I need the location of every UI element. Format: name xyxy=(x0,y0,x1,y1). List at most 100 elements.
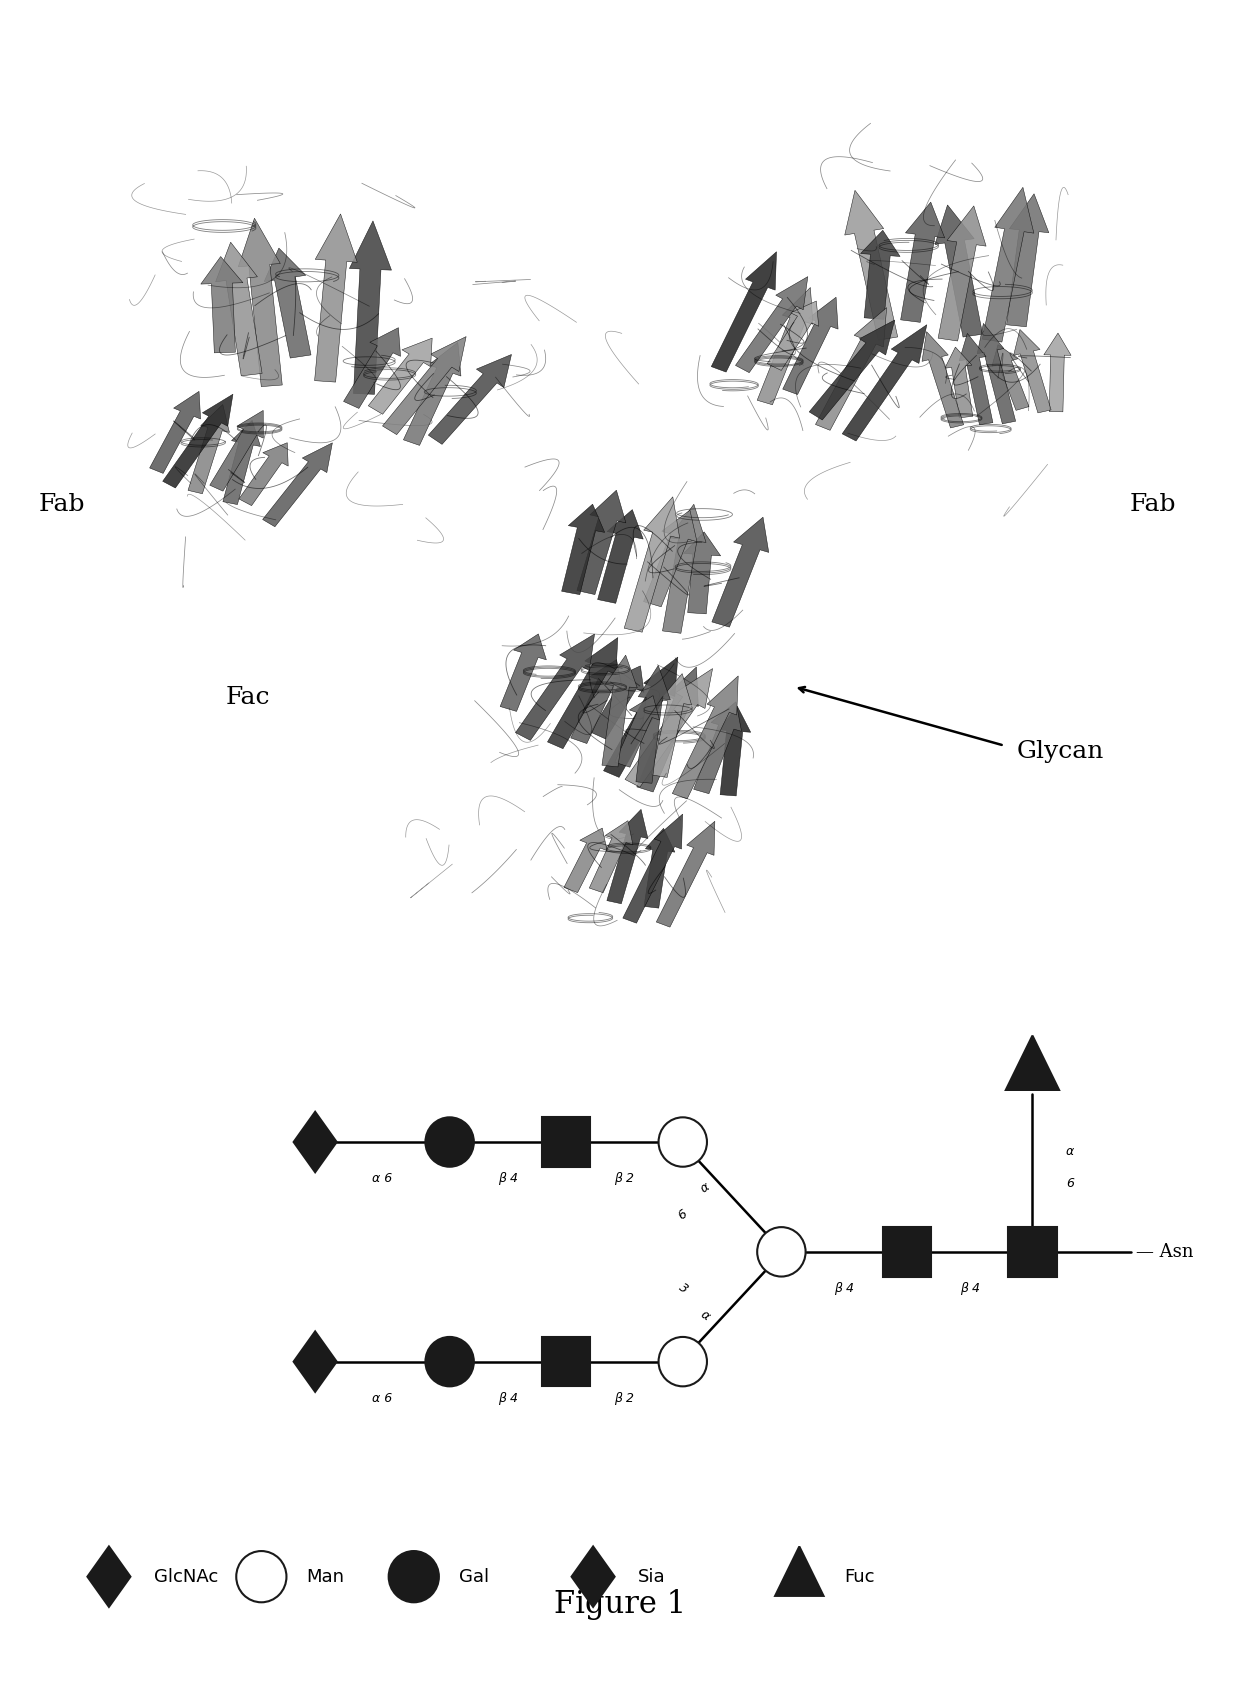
Polygon shape xyxy=(403,342,461,446)
Circle shape xyxy=(658,1337,707,1386)
Polygon shape xyxy=(210,410,263,490)
Polygon shape xyxy=(1044,334,1071,412)
Polygon shape xyxy=(712,252,776,371)
Text: Fab: Fab xyxy=(1130,492,1177,516)
Polygon shape xyxy=(939,206,986,341)
Text: Gal: Gal xyxy=(459,1568,489,1585)
Polygon shape xyxy=(768,301,818,371)
Circle shape xyxy=(425,1337,474,1386)
Circle shape xyxy=(425,1117,474,1167)
Polygon shape xyxy=(294,1332,337,1391)
Text: 3: 3 xyxy=(676,1281,689,1296)
Polygon shape xyxy=(625,669,713,787)
Text: β 4: β 4 xyxy=(835,1282,854,1294)
Polygon shape xyxy=(223,421,260,504)
Polygon shape xyxy=(606,809,649,904)
Text: Fac: Fac xyxy=(226,686,270,708)
Polygon shape xyxy=(636,666,671,783)
Circle shape xyxy=(388,1551,439,1603)
Polygon shape xyxy=(216,242,262,376)
Bar xyxy=(542,1337,590,1386)
Circle shape xyxy=(658,1117,707,1167)
Polygon shape xyxy=(844,191,898,341)
Bar xyxy=(542,1117,590,1167)
Polygon shape xyxy=(644,511,697,606)
Polygon shape xyxy=(516,634,594,741)
Text: — Asn: — Asn xyxy=(1136,1243,1193,1260)
Circle shape xyxy=(758,1228,806,1277)
Polygon shape xyxy=(343,327,401,409)
Polygon shape xyxy=(589,821,632,892)
Polygon shape xyxy=(572,1546,615,1608)
Polygon shape xyxy=(201,257,243,353)
Circle shape xyxy=(237,1551,286,1603)
Polygon shape xyxy=(992,344,1029,410)
Text: α: α xyxy=(698,1308,712,1323)
Polygon shape xyxy=(562,504,605,594)
Polygon shape xyxy=(500,634,547,712)
Polygon shape xyxy=(810,320,894,421)
Text: Figure 1: Figure 1 xyxy=(554,1589,686,1620)
Text: 6: 6 xyxy=(1066,1177,1074,1190)
Text: Sia: Sia xyxy=(637,1568,666,1585)
Polygon shape xyxy=(900,203,945,322)
Polygon shape xyxy=(775,1546,823,1596)
Polygon shape xyxy=(782,298,838,395)
Text: Man: Man xyxy=(306,1568,345,1585)
Polygon shape xyxy=(977,324,1016,424)
Text: α: α xyxy=(698,1180,712,1196)
Polygon shape xyxy=(368,339,433,414)
Polygon shape xyxy=(656,821,714,926)
Text: GlcNAc: GlcNAc xyxy=(154,1568,218,1585)
Text: α 6: α 6 xyxy=(372,1172,393,1185)
Polygon shape xyxy=(683,531,720,613)
Polygon shape xyxy=(604,657,678,777)
Polygon shape xyxy=(842,325,926,441)
Polygon shape xyxy=(923,332,963,427)
Polygon shape xyxy=(239,443,288,506)
Polygon shape xyxy=(264,249,311,358)
Polygon shape xyxy=(87,1546,130,1608)
Bar xyxy=(1008,1228,1056,1277)
Polygon shape xyxy=(570,659,622,744)
Polygon shape xyxy=(150,392,201,473)
Polygon shape xyxy=(960,334,993,424)
Polygon shape xyxy=(601,656,637,766)
Polygon shape xyxy=(982,187,1034,342)
Polygon shape xyxy=(693,702,742,794)
Polygon shape xyxy=(1007,194,1049,327)
Polygon shape xyxy=(263,443,332,526)
Polygon shape xyxy=(382,337,466,434)
Text: Fuc: Fuc xyxy=(844,1568,874,1585)
Polygon shape xyxy=(1013,329,1052,412)
Polygon shape xyxy=(758,288,813,405)
Polygon shape xyxy=(719,707,750,795)
Polygon shape xyxy=(294,1112,337,1172)
Polygon shape xyxy=(712,518,769,627)
Polygon shape xyxy=(428,354,511,444)
Text: α 6: α 6 xyxy=(372,1391,393,1405)
Polygon shape xyxy=(816,308,887,431)
Polygon shape xyxy=(598,509,644,603)
Polygon shape xyxy=(315,215,357,381)
Text: Fab: Fab xyxy=(38,492,86,516)
Polygon shape xyxy=(945,347,972,417)
Polygon shape xyxy=(672,676,738,799)
Text: 6: 6 xyxy=(676,1207,689,1223)
Polygon shape xyxy=(577,490,626,594)
Polygon shape xyxy=(622,814,683,923)
Polygon shape xyxy=(548,637,618,749)
Text: Glycan: Glycan xyxy=(1017,739,1104,763)
Polygon shape xyxy=(238,218,283,387)
Polygon shape xyxy=(624,497,680,632)
Polygon shape xyxy=(735,276,807,373)
Polygon shape xyxy=(651,674,692,778)
Polygon shape xyxy=(644,828,675,908)
Text: β 4: β 4 xyxy=(498,1391,518,1405)
Polygon shape xyxy=(662,504,706,634)
Polygon shape xyxy=(861,230,900,318)
Text: β 2: β 2 xyxy=(615,1172,635,1185)
Polygon shape xyxy=(350,221,392,395)
Bar xyxy=(883,1228,931,1277)
Polygon shape xyxy=(188,405,229,494)
